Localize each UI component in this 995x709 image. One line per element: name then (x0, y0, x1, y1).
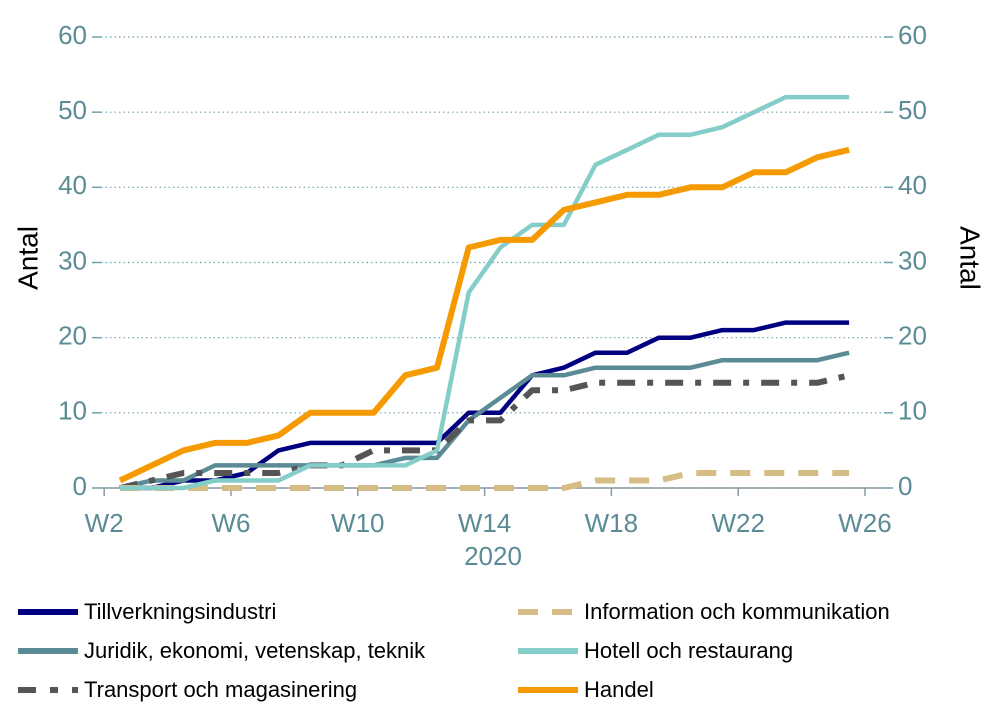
y2-tick-label: 20 (898, 321, 927, 351)
y2-tick-label: 0 (898, 471, 912, 501)
legend-label: Handel (584, 677, 654, 702)
y2-axis-label: Antal (955, 226, 986, 290)
series-line (119, 372, 850, 491)
y2-tick-label: 40 (898, 170, 927, 200)
x-tick-label: W14 (458, 508, 511, 538)
y-tick-label: 50 (58, 95, 87, 125)
y-tick-label: 20 (58, 321, 87, 351)
legend-label: Transport och magasinering (84, 677, 357, 702)
y-axis-label: Antal (12, 226, 43, 290)
y-tick-label: 30 (58, 245, 87, 275)
y2-tick-label: 10 (898, 396, 927, 426)
x-tick-label: W2 (85, 508, 124, 538)
series-line (120, 94, 850, 491)
legend-label: Information och kommunikation (584, 599, 890, 624)
x-tick-label: W26 (838, 508, 891, 538)
y-tick-label: 60 (58, 20, 87, 50)
series-line (120, 320, 850, 491)
y-tick-label: 10 (58, 396, 87, 426)
y2-tick-label: 30 (898, 245, 927, 275)
x-tick-label: W10 (331, 508, 384, 538)
x-axis-label: 2020 (464, 541, 522, 571)
series-line (118, 146, 850, 484)
y2-tick-label: 50 (898, 95, 927, 125)
y2-tick-label: 60 (898, 20, 927, 50)
y-tick-label: 40 (58, 170, 87, 200)
x-tick-label: W22 (711, 508, 764, 538)
legend-label: Juridik, ekonomi, vetenskap, teknik (84, 638, 426, 663)
y-tick-label: 0 (73, 471, 87, 501)
legend-label: Tillverkningsindustri (84, 599, 276, 624)
series-line (120, 470, 850, 491)
x-tick-label: W18 (585, 508, 638, 538)
legend-label: Hotell och restaurang (584, 638, 793, 663)
x-tick-label: W6 (211, 508, 250, 538)
series-line (119, 350, 850, 491)
